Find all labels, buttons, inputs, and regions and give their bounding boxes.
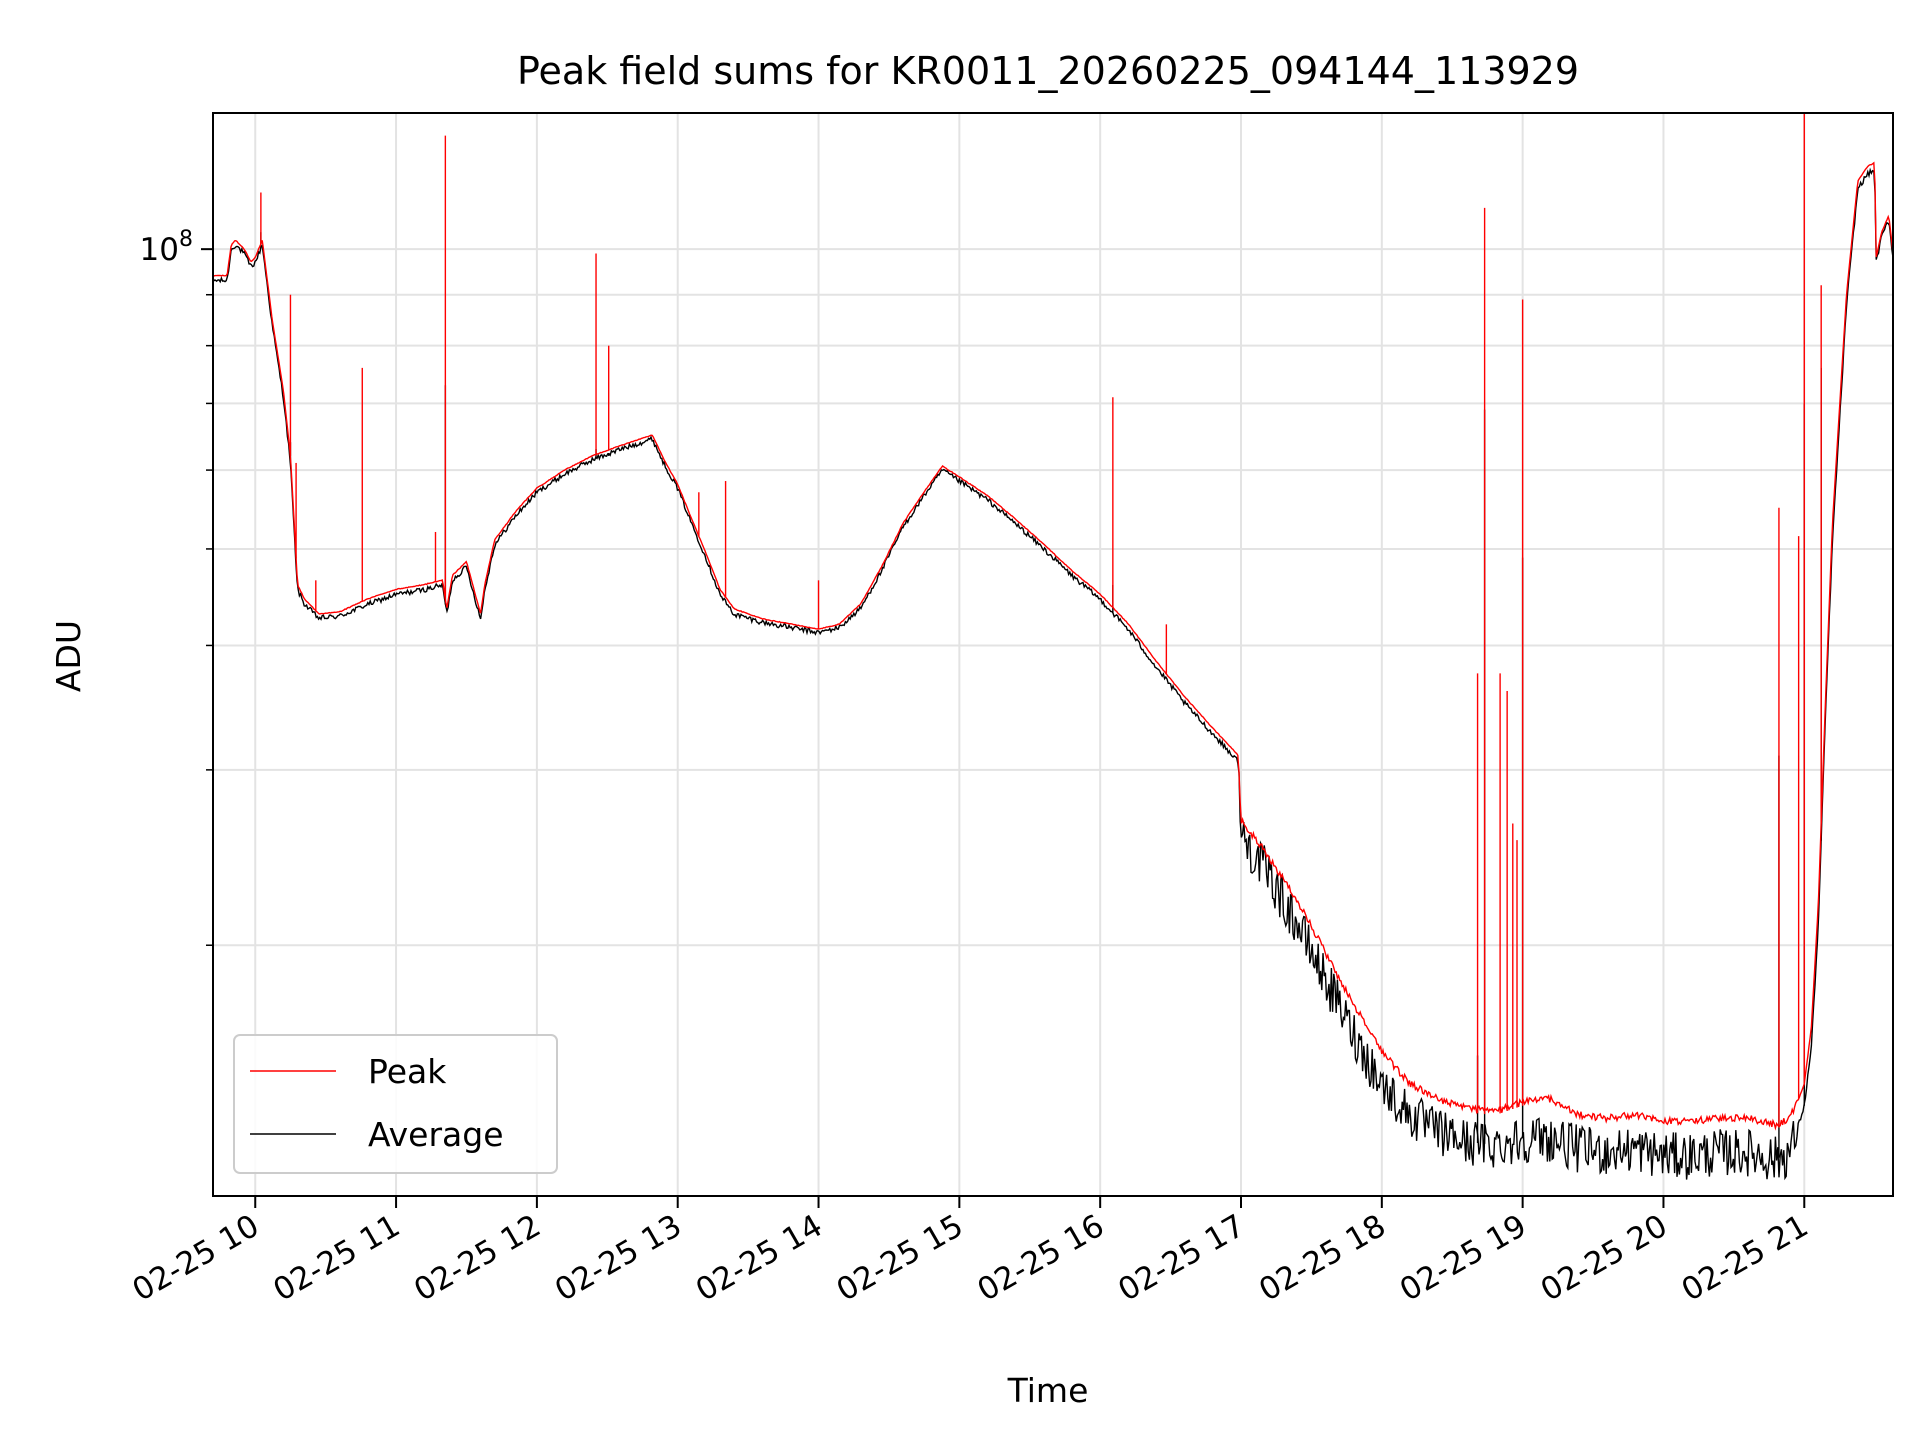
legend-average-label: Average	[368, 1115, 504, 1154]
series-line-average	[213, 167, 1893, 1181]
series-peak	[213, 113, 1893, 1131]
plot-frame	[212, 112, 1894, 1197]
chart-title: Peak field sums for KR0011_20260225_0941…	[517, 49, 1579, 93]
y-tick-label: 108	[140, 227, 193, 268]
plot-area	[213, 113, 1893, 1181]
x-axis-label: Time	[1007, 1371, 1089, 1410]
y-axis-ticks: 108	[140, 227, 213, 946]
legend: Peak Average	[233, 1034, 558, 1174]
y-axis-label: ADU	[49, 620, 88, 692]
legend-box	[233, 1034, 558, 1174]
series-layer	[213, 113, 1893, 1181]
series-line-peak	[213, 161, 1893, 1131]
legend-peak-label: Peak	[368, 1052, 447, 1091]
